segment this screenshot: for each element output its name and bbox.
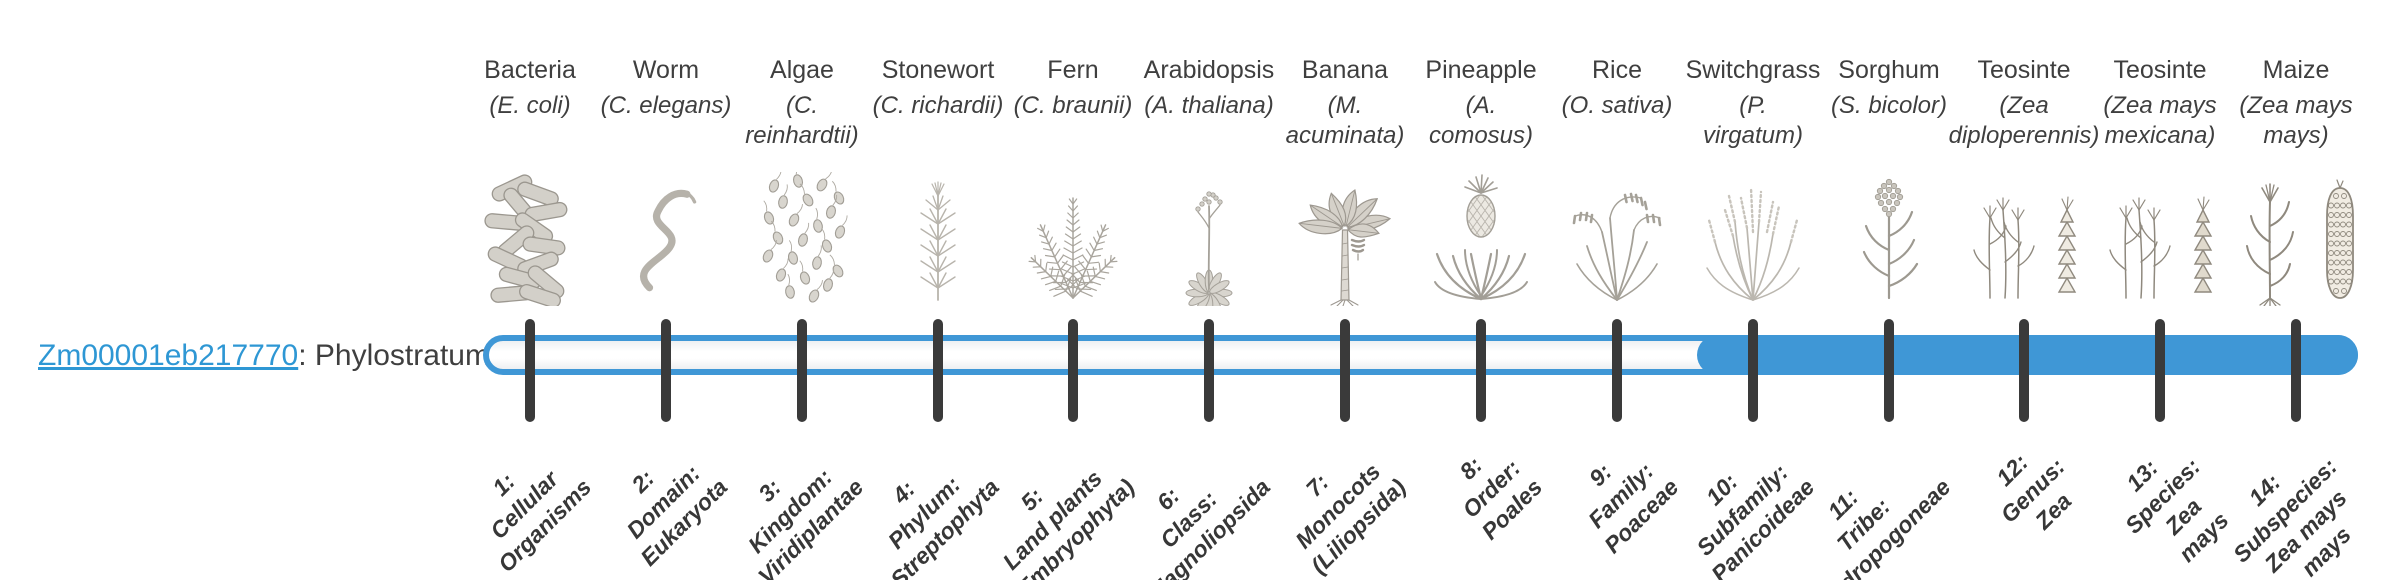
tick-mark (2291, 319, 2301, 422)
organism-species-name: (Zea diploperennis) (1948, 92, 2100, 149)
tick-mark (2155, 319, 2165, 422)
organism-label: Teosinte (Zea diploperennis) (1929, 54, 2119, 151)
organism-common-name: Bacteria (484, 56, 576, 84)
organism-common-name: Switchgrass (1685, 56, 1821, 84)
worm-icon (616, 170, 716, 306)
organism-species-name: (O. sativa) (1561, 92, 1673, 119)
organism-common-name: Worm (632, 56, 700, 84)
organism-common-name: Banana (1301, 56, 1389, 84)
organism-species-name: (S. bicolor) (1830, 92, 1948, 119)
organism-common-name: Teosinte (1977, 56, 2071, 84)
organism-label: Maize (Zea mays mays) (2201, 54, 2391, 151)
fern-icon (1023, 170, 1123, 306)
organism-common-name: Rice (1591, 56, 1642, 84)
stratum-label: 8: Order: Poales (1454, 451, 1548, 545)
organism-label: Fern (C. braunii) (978, 54, 1168, 121)
organism-label: Pineapple (A. comosus) (1386, 54, 1576, 151)
sorghum-icon (1839, 170, 1939, 306)
gene-id-link[interactable]: Zm00001eb217770 (38, 339, 299, 372)
pineapple-icon (1431, 170, 1531, 306)
organism-label: Teosinte (Zea mays mexicana) (2065, 54, 2255, 151)
bacteria-icon (480, 170, 580, 306)
switchgrass-icon (1703, 170, 1803, 306)
stratum-label: 14: Subspecies: Zea mays mays (2227, 453, 2356, 580)
organism-species-name: (A. thaliana) (1144, 92, 1274, 119)
stratum-label: 2: Domain: Eukaryota (621, 460, 733, 571)
organism-species-name: (E. coli) (489, 92, 571, 119)
organism-species-name: (P. virgatum) (1702, 92, 1804, 149)
banana-icon (1295, 170, 1395, 306)
organism-label: Sorghum (S. bicolor) (1794, 54, 1984, 121)
stratum-label: 1: Cellular Organisms (484, 465, 597, 578)
organism-common-name: Pineapple (1425, 56, 1537, 84)
organism-label: Stonewort (C. richardii) (843, 54, 1033, 121)
tick-mark (1476, 319, 1486, 422)
organism-label: Worm (C. elegans) (571, 54, 761, 121)
gene-label: Zm00001eb217770: Phylostratum 10 (38, 337, 532, 375)
organism-common-name: Algae (770, 56, 834, 84)
organism-species-name: (C. braunii) (1013, 92, 1133, 119)
organism-common-name: Maize (2262, 56, 2330, 84)
organism-common-name: Sorghum (1838, 56, 1940, 84)
organism-species-name: (A. comosus) (1428, 92, 1534, 149)
stratum-label: 12: Genus: Zea (1990, 448, 2077, 535)
organism-label: Algae (C. reinhardtii) (707, 54, 897, 151)
stratum-label: 7: Monocots (Liliopsida) (1290, 458, 1412, 579)
organism-label: Arabidopsis (A. thaliana) (1114, 54, 1304, 121)
organism-species-name: (Zea mays mexicana) (2103, 92, 2217, 149)
teosinte-mexicana-icon (2085, 170, 2235, 306)
organism-species-name: (C. elegans) (600, 92, 732, 119)
organism-species-name: (M. acuminata) (1285, 92, 1405, 149)
tick-mark (1612, 319, 1622, 422)
tick-mark (661, 319, 671, 422)
tick-mark (1884, 319, 1894, 422)
tick-mark (1340, 319, 1350, 422)
organism-species-name: (C. richardii) (872, 92, 1004, 119)
organism-common-name: Fern (1047, 56, 1099, 84)
organism-label: Switchgrass (P. virgatum) (1658, 54, 1848, 151)
organism-species-name: (C. reinhardtii) (745, 92, 859, 149)
stratum-label: 13: Species: Zea mays (2120, 453, 2234, 567)
organism-label: Rice (O. sativa) (1522, 54, 1712, 121)
tick-mark (1068, 319, 1078, 422)
arabidopsis-icon (1159, 170, 1259, 306)
tick-mark (1748, 319, 1758, 422)
tick-mark (797, 319, 807, 422)
algae-icon (752, 170, 852, 306)
organism-common-name: Stonewort (881, 56, 995, 84)
organism-species-name: (Zea mays mays) (2239, 92, 2353, 149)
tick-mark (525, 319, 535, 422)
organism-common-name: Teosinte (2113, 56, 2207, 84)
maize-icon (2221, 170, 2371, 306)
stratum-label: 9: Family: Poaceae (1582, 457, 1684, 559)
tick-mark (1204, 319, 1214, 422)
teosinte-diploperennis-icon (1949, 170, 2099, 306)
organism-label: Bacteria (E. coli) (435, 54, 625, 121)
stonewort-icon (888, 170, 988, 306)
rice-icon (1567, 170, 1667, 306)
organism-label: Banana (M. acuminata) (1250, 54, 1440, 151)
tick-mark (933, 319, 943, 422)
stratum-label: 3: Kingdom: Viridiplantae (742, 463, 869, 580)
organism-common-name: Arabidopsis (1143, 56, 1275, 84)
tick-mark (2019, 319, 2029, 422)
